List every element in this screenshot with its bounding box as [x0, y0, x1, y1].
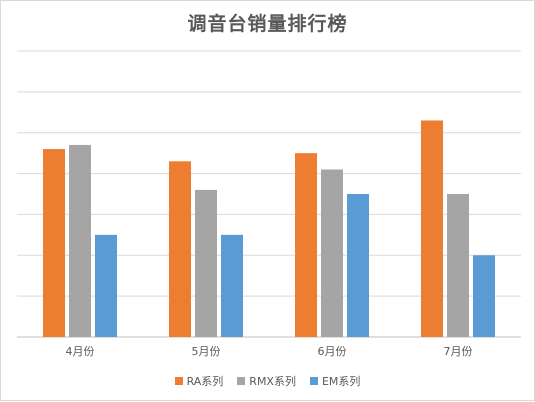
legend-label-em: EM系列: [321, 375, 361, 388]
legend-label-rmx: RMX系列: [249, 375, 296, 388]
bar-EM系列-7月份: [473, 255, 495, 337]
bar-EM系列-4月份: [95, 234, 117, 337]
legend-item-rmx: RMX系列: [237, 373, 296, 389]
legend-swatch-ra: [174, 377, 183, 385]
bar-EM系列-6月份: [347, 194, 369, 337]
bar-EM系列-5月份: [221, 234, 243, 337]
bar-RA系列-4月份: [43, 149, 65, 337]
bar-RA系列-5月份: [169, 161, 191, 337]
legend-swatch-em: [309, 377, 318, 385]
bar-RA系列-7月份: [421, 120, 443, 337]
x-tick-label: 7月份: [444, 345, 473, 358]
x-tick-label: 5月份: [192, 345, 221, 358]
bar-RMX系列-5月份: [195, 189, 217, 337]
bar-RA系列-6月份: [295, 153, 317, 337]
bar-RMX系列-4月份: [69, 144, 91, 337]
legend-item-ra: RA系列: [174, 373, 224, 389]
legend-item-em: EM系列: [309, 373, 361, 389]
legend-label-ra: RA系列: [186, 375, 224, 388]
bar-RMX系列-7月份: [447, 194, 469, 337]
x-tick-label: 4月份: [66, 345, 95, 358]
bar-RMX系列-6月份: [321, 169, 343, 337]
x-tick-label: 6月份: [318, 345, 347, 358]
chart-title: 调音台销量排行榜: [187, 13, 348, 35]
legend-swatch-rmx: [237, 377, 246, 385]
legend: RA系列 RMX系列 EM系列: [1, 373, 534, 389]
